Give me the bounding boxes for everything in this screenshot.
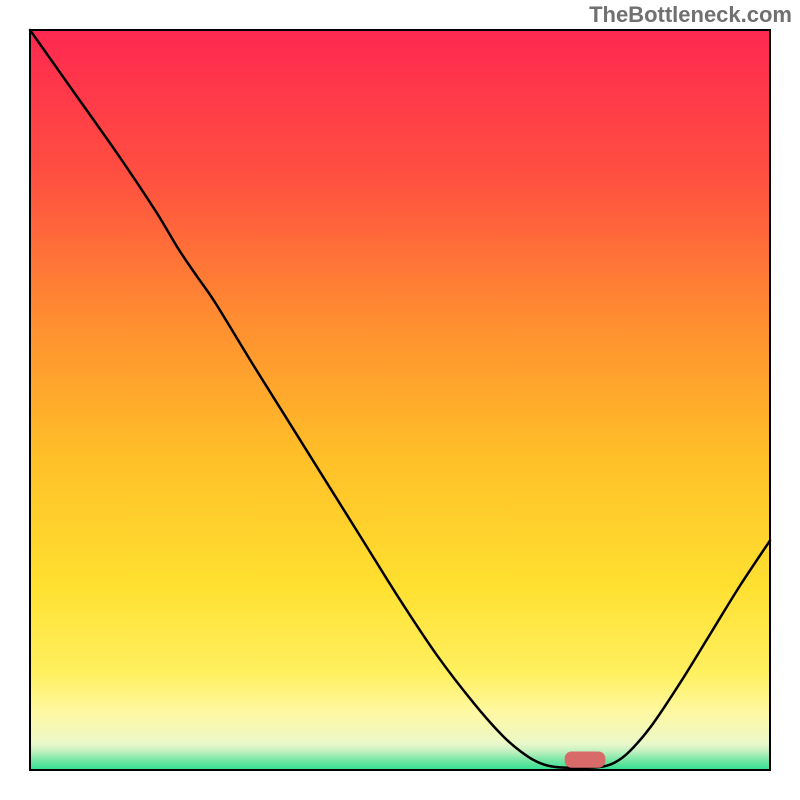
bottleneck-chart: [0, 0, 800, 800]
chart-container: TheBottleneck.com: [0, 0, 800, 800]
optimum-marker: [565, 752, 606, 768]
plot-background: [30, 30, 770, 770]
watermark-text: TheBottleneck.com: [589, 2, 792, 28]
